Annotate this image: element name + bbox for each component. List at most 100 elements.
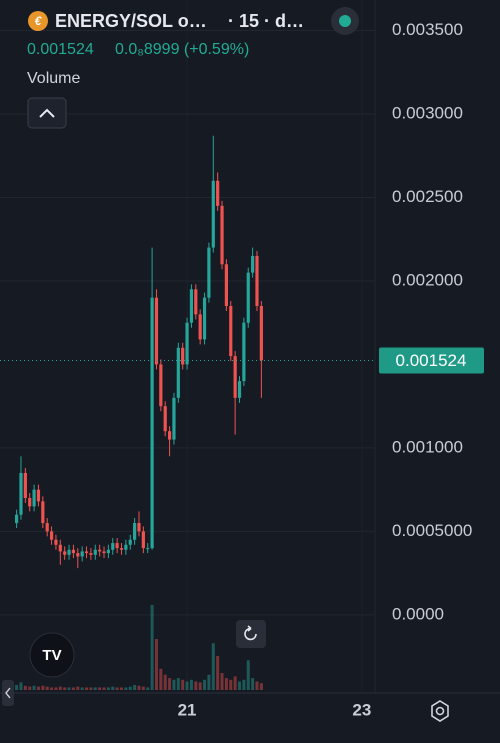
candle-body (115, 543, 119, 549)
candle-body (202, 297, 207, 340)
volume-bar (159, 668, 163, 690)
overlay: 0.003500 0.003000 0.002500 0.002000 0.001000… (0, 20, 484, 719)
candle-body (80, 551, 84, 557)
volume-bar (133, 684, 137, 690)
candle-body (189, 289, 194, 323)
candle-body (181, 347, 185, 365)
candle-body (23, 472, 27, 499)
volume-bar (233, 676, 237, 690)
settings-button[interactable] (431, 700, 449, 722)
volume-bar (98, 687, 102, 690)
candle-body (93, 549, 97, 555)
candle-body (19, 472, 23, 515)
candle-body (76, 553, 80, 557)
candle-body (41, 501, 45, 524)
candle-body (45, 523, 49, 532)
y-tick-label: 0.003500 (392, 20, 463, 39)
candle-body (251, 255, 255, 273)
logo-glyph: TV (42, 647, 61, 664)
volume-bar (76, 686, 80, 690)
volume-bar (150, 605, 154, 690)
volume-bar (71, 687, 75, 690)
volume-bar (54, 687, 58, 690)
candle-body (150, 297, 154, 549)
candle-body (49, 531, 54, 540)
volume-bar (198, 682, 202, 690)
candle-body (198, 314, 202, 340)
side-tab[interactable] (2, 680, 14, 706)
volume-bar (67, 687, 71, 690)
candle-body (259, 306, 263, 361)
candle-body (154, 297, 159, 365)
candle-body (28, 498, 32, 507)
volume-bar (146, 687, 150, 690)
last-price-label: 0.001524 (396, 351, 467, 370)
header-change: 0.0₈8999 (+0.59%) (115, 41, 249, 58)
candle-body (224, 264, 228, 307)
volume-bar (80, 687, 84, 690)
candle-body (32, 489, 36, 507)
candle-body (106, 549, 110, 554)
candle-body (15, 514, 19, 524)
candle-body (176, 347, 180, 398)
volume-bar (194, 681, 198, 690)
header-price: 0.001524 (27, 41, 94, 58)
volume-bar (32, 685, 36, 690)
volume-bar (168, 678, 172, 690)
candle-body (36, 489, 41, 502)
candle-body (141, 531, 145, 549)
volume-bar (137, 685, 141, 690)
volume-bar (28, 686, 32, 690)
volume-bar (242, 679, 246, 690)
volume-bar (128, 686, 132, 690)
volume-bar (251, 678, 255, 690)
candle-body (163, 406, 167, 432)
candle-body (220, 205, 224, 265)
candle-body (102, 551, 106, 554)
candle-body (71, 549, 76, 554)
interval: · 15 · d… (228, 11, 304, 31)
chart-title: ENERGY/SOL o… (55, 11, 207, 31)
volume-bar (23, 685, 27, 690)
volume-bar (120, 687, 124, 690)
y-tick-label: 0.001000 (392, 437, 463, 456)
candle-body (229, 306, 233, 357)
candle-body (159, 364, 163, 407)
volume-bar (259, 683, 263, 690)
collapse-button[interactable] (27, 97, 67, 129)
volume-bar (238, 681, 242, 690)
candle-body (119, 548, 124, 550)
volume-bar (203, 679, 207, 690)
coin-icon (28, 11, 48, 31)
volume-bar (229, 679, 233, 690)
volume-label: Volume (27, 70, 80, 87)
volume-bar (102, 687, 106, 690)
volume-bar (207, 674, 211, 690)
candle-body (233, 356, 237, 398)
candle-body (207, 247, 211, 298)
reset-button[interactable] (236, 620, 266, 648)
candle-body (146, 548, 150, 550)
volume-bar (106, 687, 110, 690)
candle-body (246, 272, 250, 323)
volume-bar (19, 682, 23, 690)
candle-body (54, 539, 58, 545)
volume-bar (58, 686, 62, 690)
volume-bar (220, 673, 224, 690)
volume-bar (189, 679, 193, 690)
y-tick-label: 0.002500 (392, 187, 463, 206)
candle-body (98, 549, 102, 552)
volume-bar (36, 686, 40, 690)
candle-body (242, 322, 246, 382)
candle-body (63, 551, 67, 555)
grid (0, 30, 375, 616)
status-dot (339, 15, 351, 27)
x-tick-label: 23 (352, 700, 371, 719)
volume-layer (15, 605, 263, 690)
logo[interactable] (29, 632, 75, 678)
volume-bar (246, 660, 250, 690)
y-tick-label: 0.0000 (392, 604, 444, 623)
coin-icon-glyph: € (35, 14, 43, 28)
